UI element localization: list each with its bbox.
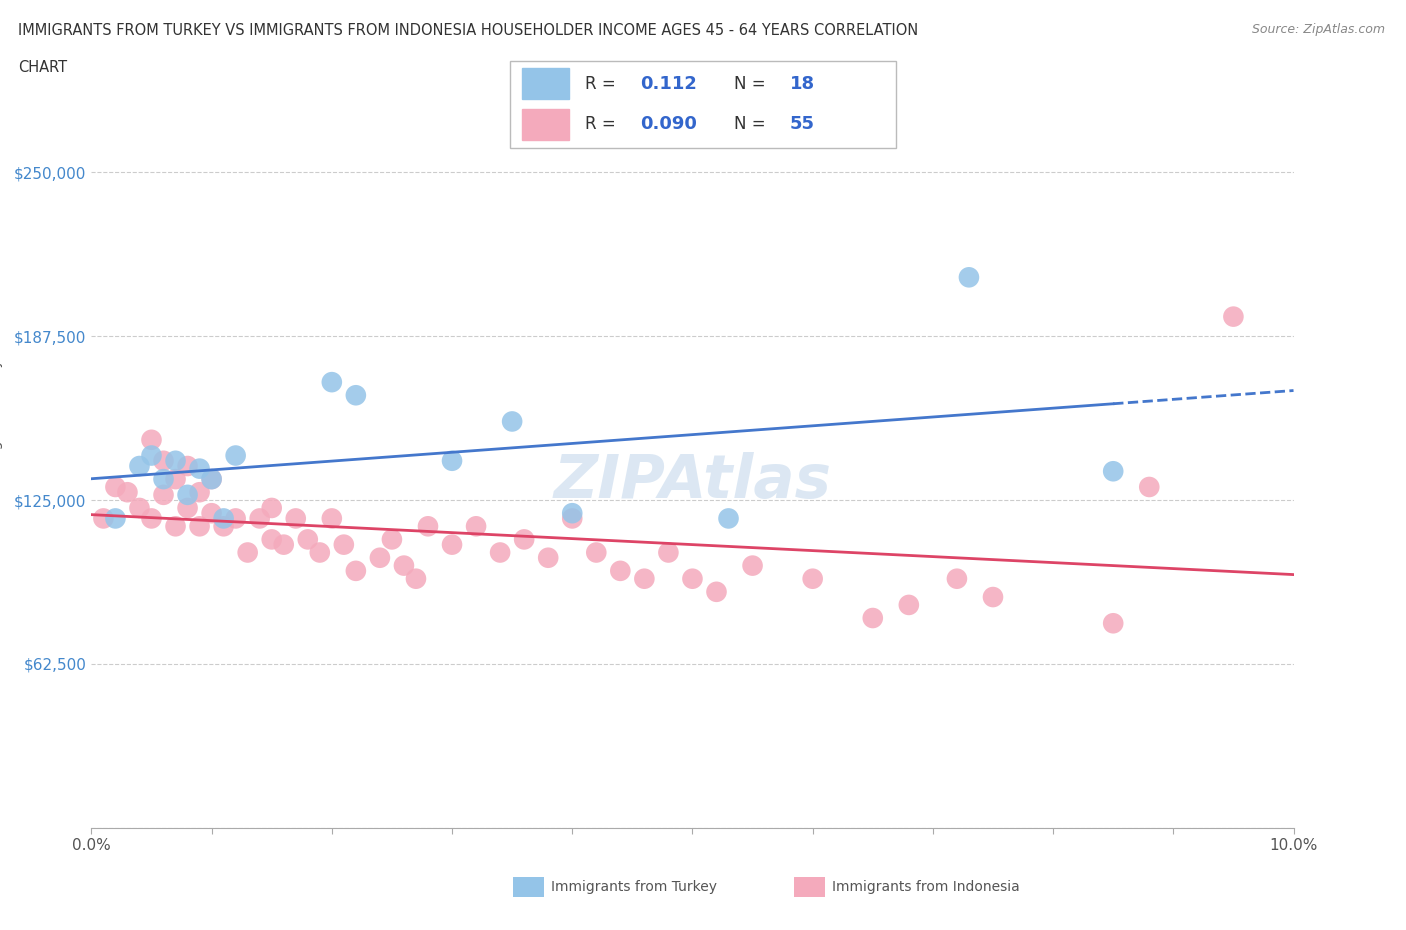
Point (561, 506, 583, 521)
Point (741, 558, 763, 573)
Point (585, 545, 607, 560)
Text: CHART: CHART (18, 60, 67, 75)
Point (801, 571, 824, 586)
Point (225, 511, 247, 525)
Point (862, 611, 884, 626)
Point (176, 458, 198, 473)
Point (176, 487, 198, 502)
Point (165, 472, 187, 486)
Point (152, 472, 174, 486)
Point (152, 487, 174, 502)
Point (141, 432, 163, 447)
Point (561, 511, 583, 525)
Point (368, 551, 391, 565)
Point (141, 511, 163, 525)
Point (212, 511, 235, 525)
Point (188, 461, 211, 476)
Point (717, 511, 740, 525)
Text: Immigrants from Indonesia: Immigrants from Indonesia (832, 880, 1021, 895)
Point (1222, 309, 1244, 324)
Text: R =: R = (585, 115, 616, 133)
Text: IMMIGRANTS FROM TURKEY VS IMMIGRANTS FROM INDONESIA HOUSEHOLDER INCOME AGES 45 -: IMMIGRANTS FROM TURKEY VS IMMIGRANTS FRO… (18, 23, 918, 38)
Point (260, 532, 283, 547)
Point (489, 545, 512, 560)
Y-axis label: Householder Income Ages 45 - 64 years: Householder Income Ages 45 - 64 years (0, 329, 3, 605)
Point (513, 532, 536, 547)
FancyBboxPatch shape (510, 61, 896, 148)
Point (440, 453, 463, 468)
Point (201, 472, 224, 486)
Point (273, 538, 295, 552)
Text: Source: ZipAtlas.com: Source: ZipAtlas.com (1251, 23, 1385, 36)
Point (633, 571, 655, 586)
Point (236, 545, 259, 560)
Point (176, 500, 198, 515)
Point (1102, 464, 1125, 479)
Point (405, 571, 427, 586)
Point (284, 511, 307, 525)
Point (681, 571, 703, 586)
Point (152, 453, 174, 468)
Point (946, 571, 969, 586)
Point (117, 485, 139, 499)
Point (657, 545, 679, 560)
Text: 18: 18 (790, 75, 814, 93)
Bar (522, 109, 569, 140)
Point (416, 519, 439, 534)
Point (381, 532, 404, 547)
Point (344, 388, 367, 403)
Point (1137, 480, 1160, 495)
Point (201, 506, 224, 521)
Text: Immigrants from Turkey: Immigrants from Turkey (551, 880, 717, 895)
Point (308, 545, 330, 560)
Point (897, 597, 920, 612)
Text: ZIPAtlas: ZIPAtlas (554, 452, 831, 512)
Point (321, 511, 343, 525)
Point (501, 414, 523, 429)
Point (165, 519, 187, 534)
Point (706, 584, 728, 599)
Point (104, 511, 127, 525)
Point (212, 519, 235, 534)
Point (440, 538, 463, 552)
Point (297, 532, 319, 547)
Point (128, 500, 150, 515)
Point (188, 485, 211, 499)
Point (321, 375, 343, 390)
Point (344, 564, 367, 578)
Bar (522, 69, 569, 100)
Point (201, 472, 224, 486)
Point (981, 590, 1004, 604)
Point (141, 448, 163, 463)
Text: R =: R = (585, 75, 616, 93)
Point (104, 480, 127, 495)
Point (333, 538, 356, 552)
Text: N =: N = (734, 75, 766, 93)
Point (93, 511, 115, 525)
Point (465, 519, 488, 534)
Point (249, 511, 271, 525)
Point (225, 448, 247, 463)
Point (260, 500, 283, 515)
Point (128, 458, 150, 473)
Point (165, 453, 187, 468)
Point (392, 558, 415, 573)
Point (537, 551, 560, 565)
Text: 0.090: 0.090 (640, 115, 697, 133)
Point (957, 270, 980, 285)
Point (1102, 616, 1125, 631)
Text: 0.112: 0.112 (640, 75, 697, 93)
Point (609, 564, 631, 578)
Point (188, 519, 211, 534)
Text: N =: N = (734, 115, 766, 133)
Text: 55: 55 (790, 115, 814, 133)
